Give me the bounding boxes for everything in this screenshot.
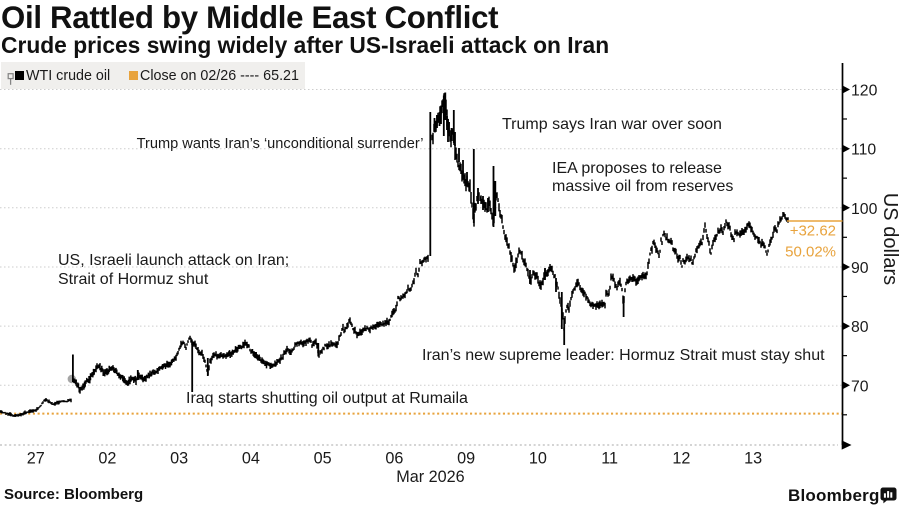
svg-text:Strait of Hormuz shut: Strait of Hormuz shut [58,271,209,288]
svg-text:Trump wants Iran’s ‘unconditio: Trump wants Iran’s ‘unconditional surren… [137,136,424,152]
svg-text:Iran’s new supreme leader: Hor: Iran’s new supreme leader: Hormuz Strait… [422,347,825,364]
svg-text:90: 90 [851,260,869,277]
svg-text:US, Israeli launch attack on I: US, Israeli launch attack on Iran; [58,252,289,269]
svg-text:11: 11 [601,450,618,468]
svg-text:Mar 2026: Mar 2026 [396,468,464,486]
svg-text:50.02%: 50.02% [785,244,836,261]
svg-text:13: 13 [744,450,762,468]
svg-text:02: 02 [98,450,116,468]
svg-text:+32.62: +32.62 [790,223,836,240]
svg-text:IEA proposes to release: IEA proposes to release [552,160,722,177]
svg-text:100: 100 [851,201,878,218]
svg-text:05: 05 [314,450,332,468]
svg-text:70: 70 [851,378,869,395]
svg-text:04: 04 [242,450,260,468]
svg-text:09: 09 [457,450,475,468]
svg-text:10: 10 [529,450,547,468]
svg-text:US dollars: US dollars [879,193,900,285]
svg-text:03: 03 [170,450,188,468]
svg-text:massive oil from reserves: massive oil from reserves [552,178,733,195]
svg-text:06: 06 [385,450,403,468]
svg-text:Trump says Iran war over soon: Trump says Iran war over soon [502,116,722,133]
svg-text:120: 120 [851,83,878,100]
svg-text:27: 27 [27,450,45,468]
svg-text:12: 12 [672,450,690,468]
svg-text:110: 110 [851,142,876,159]
svg-text:80: 80 [851,319,869,336]
svg-text:Iraq starts shutting oil outpu: Iraq starts shutting oil output at Rumai… [186,390,468,407]
